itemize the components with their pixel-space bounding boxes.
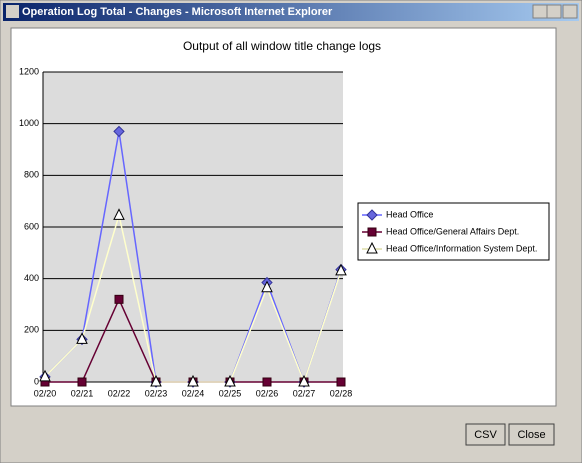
legend-marker <box>366 241 378 254</box>
marker <box>76 332 88 344</box>
y-tick-label: 400 <box>24 273 39 283</box>
button-label[interactable]: Close <box>517 429 545 441</box>
y-tick-label: 1000 <box>19 118 39 128</box>
close-button[interactable]: Close <box>508 423 555 446</box>
maximize-button[interactable] <box>546 4 562 19</box>
button-frame[interactable] <box>465 423 506 446</box>
minimize-button[interactable] <box>532 4 548 19</box>
legend-label: Head Office <box>386 209 433 219</box>
y-tick-label: 800 <box>24 170 39 180</box>
y-tick-label: 200 <box>24 325 39 335</box>
legend-marker <box>366 209 378 221</box>
marker <box>336 377 346 387</box>
x-tick-label: 02/25 <box>219 388 242 398</box>
marker <box>150 374 162 387</box>
x-tick-label: 02/24 <box>182 388 205 398</box>
marker <box>114 294 124 304</box>
y-tick-label: 0 <box>34 376 39 386</box>
legend-label: Head Office/Information System Dept. <box>386 243 537 253</box>
x-tick-label: 02/27 <box>293 388 316 398</box>
marker <box>113 208 125 220</box>
x-tick-label: 02/26 <box>256 388 279 398</box>
app-icon <box>6 5 19 18</box>
window-title: Operation Log Total - Changes - Microsof… <box>22 6 333 18</box>
chart-title: Output of all window title change logs <box>183 39 381 53</box>
marker <box>113 125 125 138</box>
legend-label: Head Office/General Affairs Dept. <box>386 226 519 236</box>
close-window-button[interactable] <box>562 4 578 19</box>
csv-button[interactable]: CSV <box>465 423 506 446</box>
marker <box>77 377 87 387</box>
x-tick-label: 02/23 <box>145 388 168 398</box>
legend <box>357 202 550 261</box>
x-tick-label: 02/22 <box>108 388 131 398</box>
y-tick-label: 600 <box>24 221 39 231</box>
button-label[interactable]: CSV <box>474 429 497 441</box>
marker <box>335 263 347 276</box>
x-tick-label: 02/28 <box>330 388 353 398</box>
y-tick-label: 1200 <box>19 66 39 76</box>
x-tick-label: 02/21 <box>71 388 94 398</box>
marker <box>261 280 273 293</box>
marker <box>39 369 51 382</box>
x-tick-label: 02/20 <box>34 388 57 398</box>
legend-marker <box>367 227 377 237</box>
marker <box>298 374 310 387</box>
marker <box>262 377 272 387</box>
title-bar <box>3 3 579 21</box>
button-frame[interactable] <box>508 423 555 446</box>
marker <box>224 374 236 387</box>
marker <box>187 374 199 387</box>
